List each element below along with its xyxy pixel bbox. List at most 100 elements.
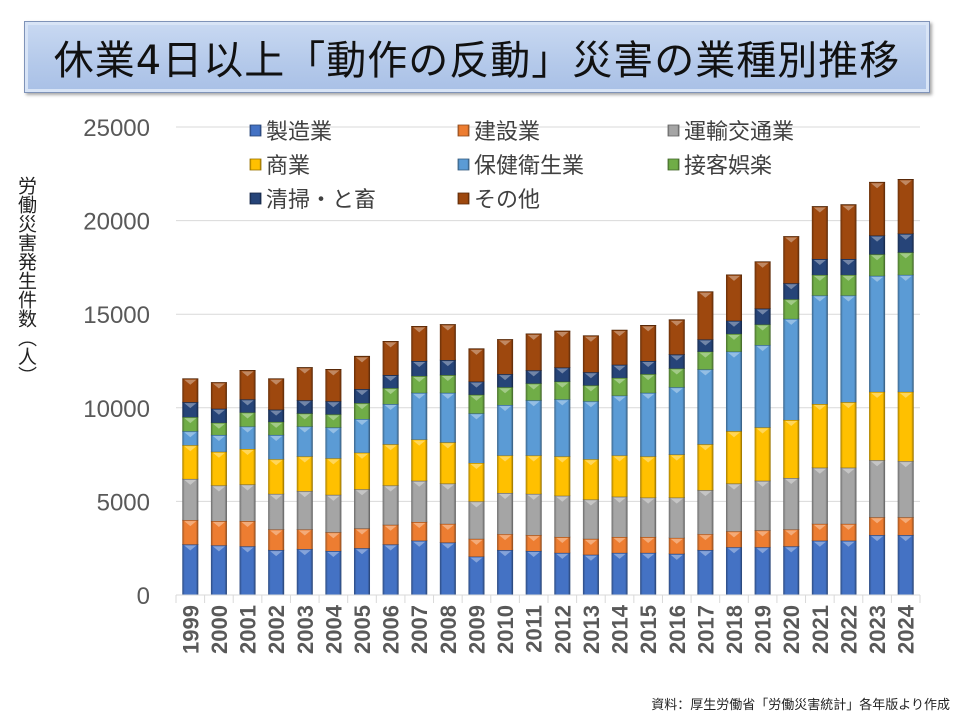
bar-segment-bevel	[813, 541, 826, 547]
bar-segment	[353, 403, 371, 420]
bar-segment-bevel	[441, 325, 454, 331]
bar-segment	[353, 489, 371, 529]
legend-swatch	[667, 124, 680, 137]
x-tick-label: 2013	[579, 605, 604, 654]
bar-segment	[353, 452, 371, 490]
bar-segment-bevel	[270, 422, 283, 428]
bar-segment-bevel	[813, 296, 826, 302]
bar-segment	[411, 375, 428, 393]
bar-segment-bevel	[527, 401, 540, 407]
bar-segment	[468, 463, 485, 502]
bar-segment	[468, 381, 485, 395]
bar-segment-bevel	[184, 521, 197, 527]
bar-segment	[668, 319, 685, 355]
bar-segment	[668, 454, 685, 498]
bar-segment-bevel	[527, 536, 540, 542]
bar-segment	[869, 517, 886, 536]
bar-segment	[897, 461, 914, 518]
bar-segment	[811, 295, 828, 405]
bar-segment-bevel	[499, 456, 512, 462]
bar-segment	[296, 491, 313, 530]
bar-segment-bevel	[413, 440, 426, 446]
bar-segment-bevel	[813, 275, 826, 281]
bar-segment	[668, 497, 685, 538]
bar-segment	[783, 318, 800, 420]
bar-segment-bevel	[241, 400, 254, 406]
bar-segment-bevel	[441, 484, 454, 490]
bar-segment-bevel	[441, 393, 454, 399]
bar-segment	[411, 480, 428, 522]
bar-segment-bevel	[470, 349, 483, 355]
bar-segment	[582, 499, 599, 539]
bar-stack-2017	[697, 291, 714, 595]
bar-segment-bevel	[556, 537, 569, 543]
bar-segment-bevel	[871, 536, 884, 542]
bar-segment	[411, 521, 428, 541]
bar-segment-bevel	[184, 479, 197, 485]
bar-segment-bevel	[355, 453, 369, 459]
x-tick-label: 2007	[407, 605, 432, 654]
bar-segment	[697, 550, 714, 595]
y-tick-label: 5000	[97, 489, 150, 516]
bar-segment-bevel	[441, 443, 454, 449]
bar-segment	[382, 444, 399, 486]
bar-segment	[382, 544, 399, 595]
bar-segment-bevel	[527, 334, 540, 340]
bar-segment	[811, 404, 828, 468]
bar-segment	[582, 538, 599, 555]
bar-segment	[697, 291, 714, 340]
bar-segment	[754, 308, 771, 325]
bar-segment	[668, 368, 685, 388]
bar-segment	[325, 551, 342, 595]
bar-segment-bevel	[813, 405, 826, 411]
bar-segment-bevel	[699, 535, 712, 541]
bar-segment-bevel	[470, 557, 483, 563]
bar-segment-bevel	[584, 336, 597, 342]
bar-segment	[840, 540, 857, 595]
bar-stack-2015	[640, 325, 657, 595]
bar-segment-bevel	[642, 326, 655, 332]
bars	[182, 179, 914, 595]
bar-segment	[725, 274, 743, 321]
bar-segment-bevel	[556, 332, 569, 338]
chart-title-box: 休業4日以上「動作の反動」災害の業種別推移	[24, 21, 930, 93]
bar-segment-bevel	[670, 355, 683, 361]
bar-segment	[353, 528, 371, 549]
bar-segment-bevel	[270, 435, 283, 441]
bar-segment	[497, 404, 514, 456]
bar-segment	[640, 456, 657, 498]
bar-segment	[468, 501, 485, 539]
bar-segment	[840, 523, 857, 541]
x-tick-label: 2012	[550, 605, 575, 654]
bar-stack-2010	[497, 339, 514, 595]
bar-segment-bevel	[327, 552, 340, 558]
bar-segment	[525, 535, 542, 552]
bar-stack-2006	[382, 340, 399, 595]
bar-segment	[611, 377, 628, 396]
bar-segment	[840, 258, 857, 275]
bar-stack-2004	[325, 369, 342, 595]
bar-segment	[325, 458, 342, 495]
gridlines	[176, 126, 920, 502]
bar-segment	[182, 445, 199, 479]
bar-segment	[353, 389, 371, 404]
bar-segment	[468, 413, 485, 464]
bar-stack-2020	[783, 236, 800, 595]
bar-stack-2003	[296, 367, 313, 595]
x-tick-label: 2001	[236, 605, 261, 654]
legend-label: 製造業	[266, 120, 332, 145]
bar-segment-bevel	[527, 552, 540, 558]
bar-segment-bevel	[355, 404, 369, 410]
bar-segment-bevel	[470, 395, 483, 401]
bar-segment	[640, 325, 657, 361]
bar-segment-bevel	[670, 538, 683, 544]
bar-segment-bevel	[613, 378, 626, 384]
bar-segment	[754, 345, 771, 428]
bar-segment-bevel	[384, 376, 397, 382]
legend-item: 清掃・と畜	[249, 188, 376, 213]
bar-segment-bevel	[813, 468, 826, 474]
bar-segment-bevel	[584, 373, 597, 379]
bar-segment-bevel	[699, 551, 712, 557]
bar-segment-bevel	[212, 409, 225, 415]
bar-segment	[439, 483, 456, 524]
